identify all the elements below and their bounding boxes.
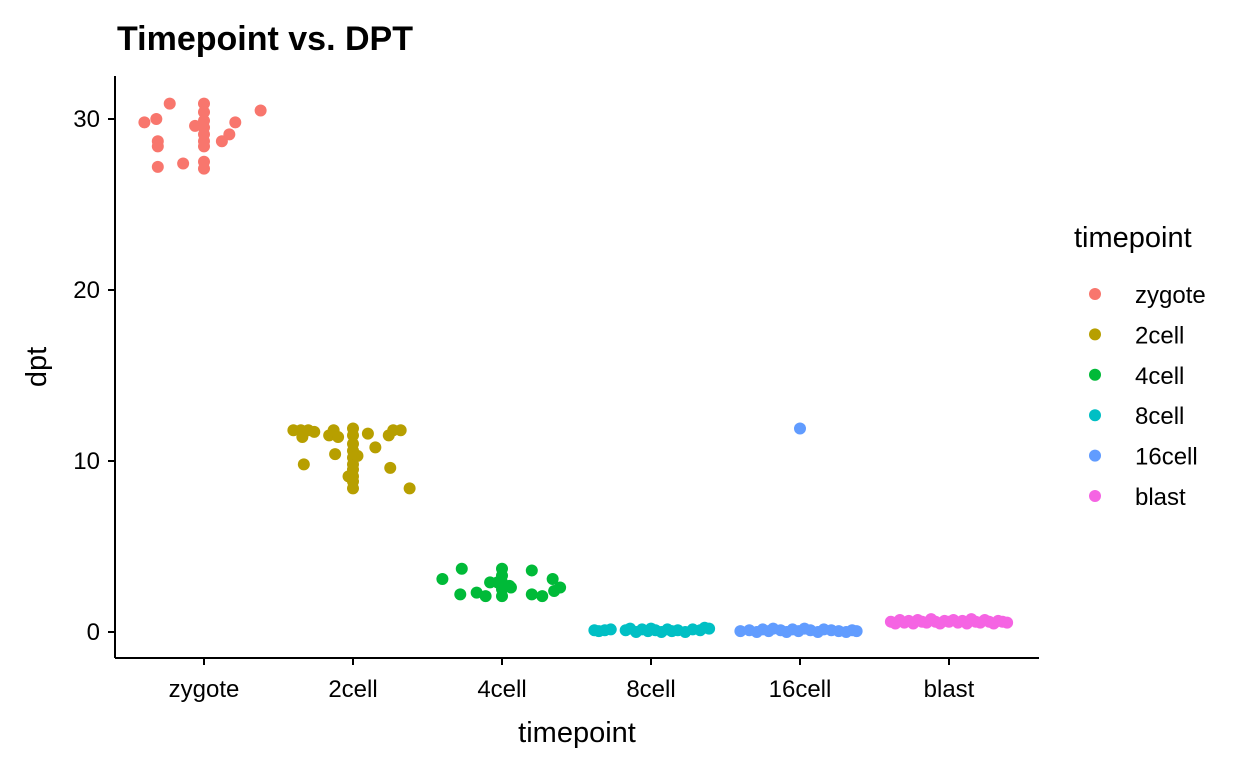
x-axis-ticks: zygote 2cell 4cell 8cell 16cell blast [169,658,975,703]
data-point-4cell [546,572,559,585]
data-point-4cell [454,588,467,601]
data-point-2cell [403,482,416,495]
data-point-16cell [850,625,863,638]
data-point-zygote [151,135,164,148]
y-tick-label: 0 [87,619,100,646]
data-point-4cell [525,564,538,577]
data-point-zygote [163,97,176,110]
points-layer [138,97,1014,638]
chart-title: Timepoint vs. DPT [117,20,413,58]
data-point-2cell [361,427,374,440]
data-point-16cell [794,422,806,435]
y-axis-ticks: 0 10 20 30 [73,106,115,646]
data-point-blast [1001,616,1014,629]
legend: zygote 2cell 4cell 8cell 16cell blast [1089,282,1206,511]
legend-key-8cell [1089,409,1101,422]
x-axis-label: timepoint [518,717,636,749]
data-point-4cell [455,562,468,575]
data-point-2cell [351,449,364,462]
data-point-zygote [177,157,190,170]
data-point-4cell [496,590,508,603]
x-tick-label: 16cell [769,676,832,703]
data-point-zygote [198,97,210,110]
data-point-zygote [189,119,202,132]
legend-key-zygote [1089,288,1101,300]
data-point-zygote [254,104,267,117]
data-point-zygote [198,140,210,153]
data-point-8cell [703,622,716,635]
data-point-zygote [151,160,164,173]
data-point-16cell [734,625,747,638]
y-axis-label: dpt [21,347,53,387]
data-point-zygote [198,106,210,119]
data-point-2cell [332,431,345,444]
data-point-2cell [347,482,359,495]
data-point-4cell [525,588,538,601]
data-point-4cell [504,581,517,594]
legend-key-blast [1089,490,1101,502]
data-point-2cell [329,448,342,461]
data-point-2cell [347,429,359,442]
legend-label-zygote: zygote [1135,282,1206,309]
data-point-zygote [198,162,210,175]
data-point-2cell [384,461,397,474]
legend-label-2cell: 2cell [1135,322,1184,349]
legend-label-blast: blast [1135,484,1186,511]
legend-key-16cell [1089,449,1101,462]
legend-title: timepoint [1074,222,1192,254]
x-tick-label: 4cell [477,676,526,703]
x-tick-label: blast [924,676,975,703]
data-point-2cell [297,458,310,471]
legend-key-4cell [1089,368,1101,381]
data-point-2cell [342,470,355,483]
legend-label-8cell: 8cell [1135,403,1184,430]
y-tick-label: 10 [73,448,100,475]
data-point-8cell [604,623,617,636]
y-tick-label: 30 [73,106,100,133]
data-point-zygote [138,116,151,129]
data-point-4cell [554,581,567,594]
x-tick-label: zygote [169,676,240,703]
x-tick-label: 2cell [328,676,377,703]
data-point-4cell [436,572,449,585]
data-point-zygote [229,116,242,129]
data-point-zygote [150,113,163,125]
legend-label-16cell: 16cell [1135,444,1198,471]
data-point-2cell [369,441,382,454]
legend-key-2cell [1089,328,1101,341]
legend-label-4cell: 4cell [1135,363,1184,390]
data-point-zygote [223,128,236,141]
data-point-4cell [479,590,492,603]
data-point-2cell [394,424,407,437]
x-tick-label: 8cell [626,676,675,703]
data-point-4cell [536,590,549,603]
data-point-2cell [308,425,321,438]
y-tick-label: 20 [73,277,100,304]
